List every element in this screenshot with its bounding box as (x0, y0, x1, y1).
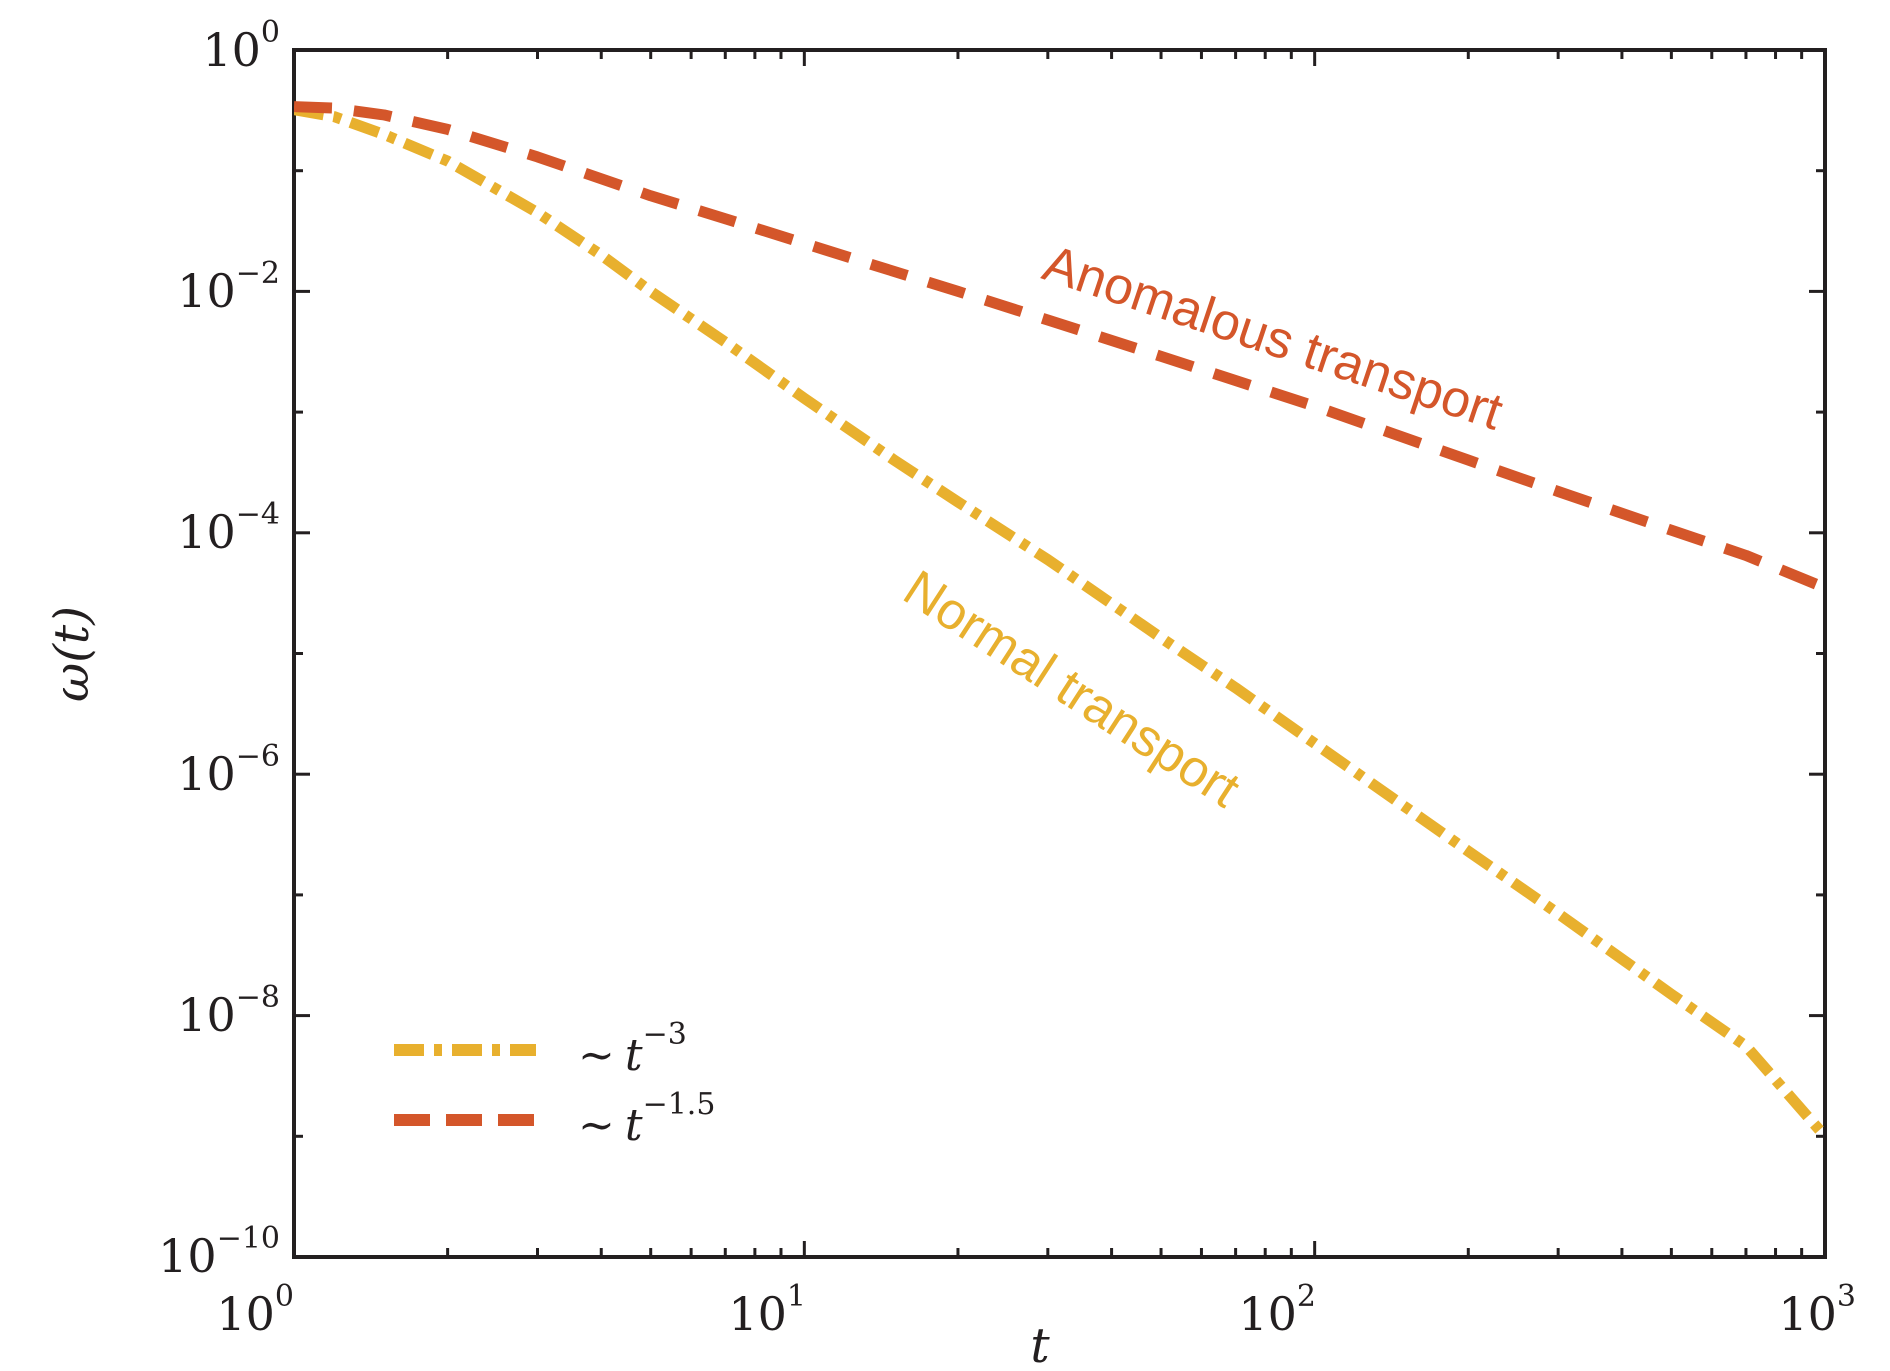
y-tick-label: 10−4 (177, 497, 280, 559)
x-tick-label: 101 (728, 1279, 806, 1341)
series-layer (294, 101, 1825, 1140)
series-line-1 (294, 104, 1825, 1140)
legend-label-series-1: ~ t−3 (578, 1017, 687, 1081)
y-tick-label: 100 (202, 15, 280, 77)
x-tick-label: 102 (1238, 1279, 1316, 1341)
x-axis-label: t (1030, 1318, 1050, 1371)
y-axis-label: ω(t) (44, 606, 100, 702)
legend: ~ t−3 ~ t−1.5 (394, 1017, 715, 1151)
y-tick-label: 10−2 (177, 256, 280, 318)
legend-label-series-2: ~ t−1.5 (578, 1087, 715, 1151)
y-tick-label: 10−8 (177, 980, 280, 1042)
x-tick-labels: 100 101 102 103 (216, 1279, 1856, 1341)
annotation-normal-transport: Normal transport (893, 559, 1250, 819)
x-tick-label: 100 (216, 1279, 294, 1341)
y-tick-label: 10−6 (177, 739, 280, 801)
axis-ticks (292, 48, 1825, 1259)
x-tick-label: 103 (1778, 1279, 1856, 1341)
y-tick-label: 10−10 (158, 1221, 280, 1283)
series-line-2 (294, 101, 1825, 593)
y-tick-labels: 100 10−2 10−4 10−6 10−8 10−10 (158, 15, 280, 1283)
